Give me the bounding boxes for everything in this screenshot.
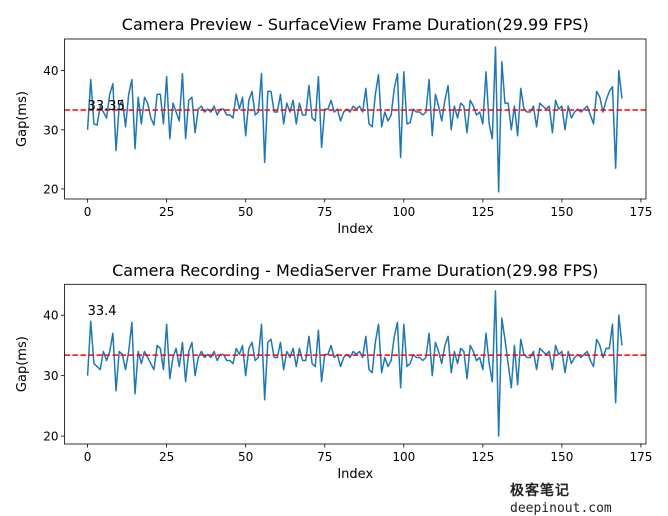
axes-frame xyxy=(64,283,647,445)
y-tick-label: 30 xyxy=(43,123,58,137)
subplot-2: Camera Recording - MediaServer Frame Dur… xyxy=(15,261,652,482)
watermark-en: deepinout.com xyxy=(510,501,612,516)
x-tick-label: 75 xyxy=(317,205,332,219)
x-tick-label: 100 xyxy=(392,205,415,219)
x-tick-label: 175 xyxy=(629,450,652,464)
chart-title: Camera Preview - SurfaceView Frame Durat… xyxy=(122,15,589,34)
mean-annotation: 33.4 xyxy=(88,304,117,319)
y-tick-label: 40 xyxy=(43,309,58,323)
y-tick-label: 20 xyxy=(43,430,58,444)
y-tick-label: 20 xyxy=(43,182,58,196)
y-axis-label: Gap(ms) xyxy=(15,91,30,147)
x-tick-label: 25 xyxy=(159,205,174,219)
x-tick-label: 125 xyxy=(471,450,494,464)
figure: Camera Preview - SurfaceView Frame Durat… xyxy=(15,15,652,482)
watermark: 极客笔记 deepinout.com xyxy=(510,480,668,516)
subplot-1: Camera Preview - SurfaceView Frame Durat… xyxy=(15,15,652,237)
y-axis-label: Gap(ms) xyxy=(15,336,30,392)
y-tick-label: 40 xyxy=(43,64,58,78)
watermark-cn: 极客笔记 xyxy=(510,483,570,499)
x-tick-label: 0 xyxy=(84,450,92,464)
x-tick-label: 100 xyxy=(392,450,415,464)
x-axis-label: Index xyxy=(337,222,373,237)
y-tick-label: 30 xyxy=(43,369,58,383)
series-line xyxy=(86,46,623,193)
x-tick-label: 150 xyxy=(550,205,573,219)
axes-frame xyxy=(64,38,647,200)
x-tick-label: 175 xyxy=(629,205,652,219)
mean-annotation: 33.35 xyxy=(88,99,125,114)
x-tick-label: 125 xyxy=(471,205,494,219)
x-tick-label: 150 xyxy=(550,450,573,464)
x-tick-label: 25 xyxy=(159,450,174,464)
x-tick-label: 0 xyxy=(84,205,92,219)
series-line xyxy=(86,290,623,437)
x-tick-label: 75 xyxy=(317,450,332,464)
x-tick-label: 50 xyxy=(238,205,253,219)
chart-title: Camera Recording - MediaServer Frame Dur… xyxy=(112,261,598,280)
x-tick-label: 50 xyxy=(238,450,253,464)
x-axis-label: Index xyxy=(337,467,373,482)
